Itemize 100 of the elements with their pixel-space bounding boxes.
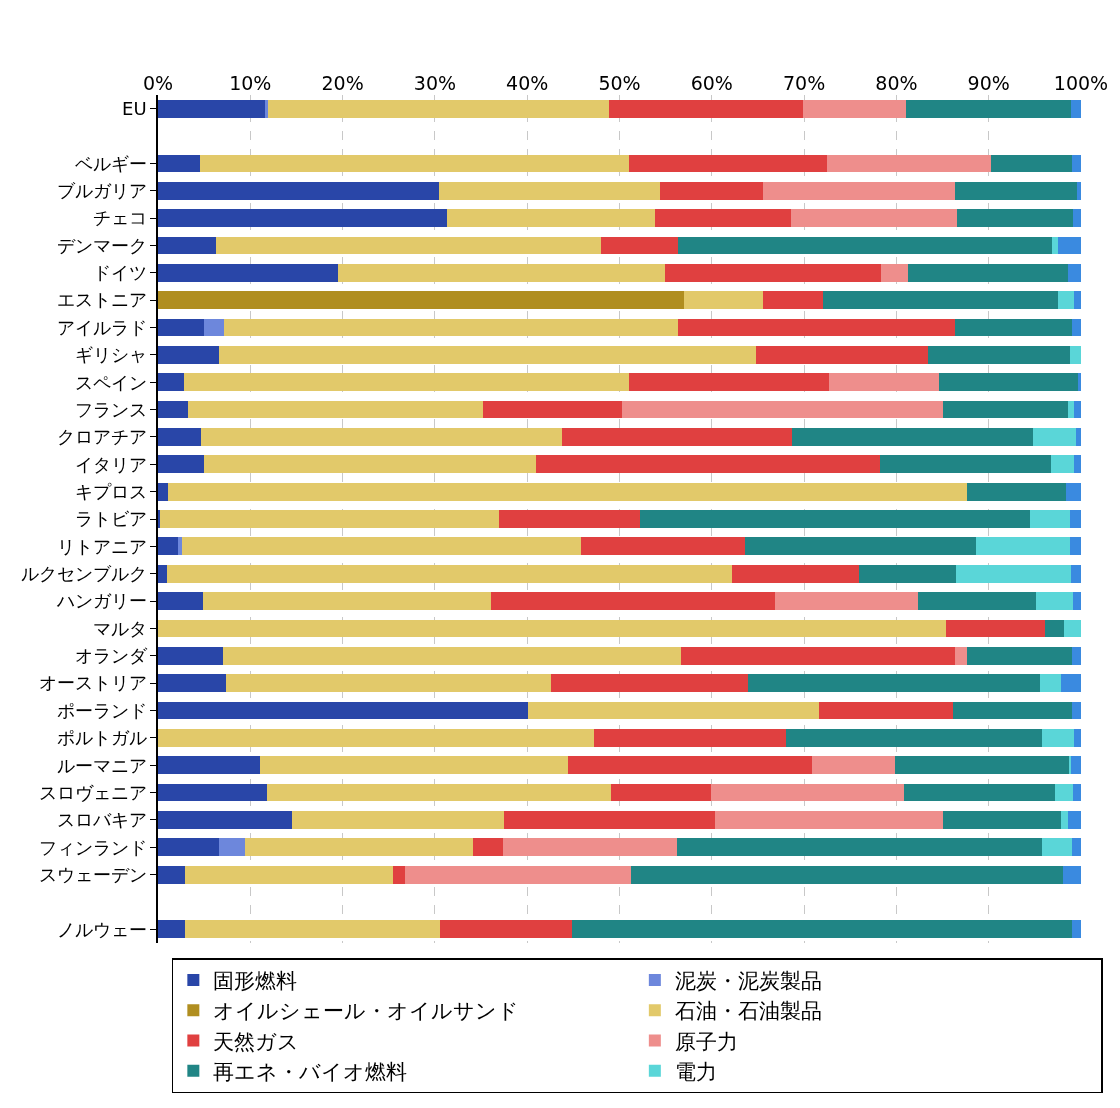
bar xyxy=(954,181,1078,200)
bar xyxy=(218,838,245,857)
bar xyxy=(200,154,629,173)
legend-label: 石油・石油製品 xyxy=(674,999,822,1024)
bar xyxy=(1073,400,1081,419)
bar xyxy=(158,811,292,829)
legend-label: 泥炭・泥炭製品 xyxy=(674,969,822,994)
bar xyxy=(1071,920,1081,939)
bar xyxy=(894,756,1069,775)
bar xyxy=(158,674,227,693)
bar xyxy=(593,728,786,747)
bar xyxy=(1033,428,1077,446)
bar xyxy=(880,263,909,282)
bar xyxy=(1066,482,1081,501)
bar xyxy=(954,646,967,665)
x-tick-label: 30% xyxy=(413,72,457,95)
bar xyxy=(785,728,1043,747)
bar xyxy=(1073,728,1081,747)
bar xyxy=(218,345,757,364)
bar xyxy=(1069,345,1081,364)
bar xyxy=(158,373,184,392)
y-tick-label: イタリア xyxy=(74,453,147,475)
bar xyxy=(927,345,1070,364)
bar xyxy=(1071,318,1081,337)
bar xyxy=(572,920,1072,939)
y-tick-label: ポルトガル xyxy=(56,727,147,749)
y-tick-label: デンマーク xyxy=(56,234,147,256)
bar xyxy=(178,537,182,556)
bar xyxy=(158,154,201,173)
bar xyxy=(159,510,499,528)
bar xyxy=(762,291,824,310)
bar xyxy=(791,209,958,227)
bar xyxy=(715,811,943,829)
bar xyxy=(265,99,268,118)
bar xyxy=(676,838,1043,857)
bar xyxy=(1072,783,1081,802)
bar xyxy=(1071,154,1081,173)
y-tick-label: アイルラド xyxy=(56,316,147,338)
bar xyxy=(827,154,992,173)
bar xyxy=(774,592,918,610)
x-tick-label: 60% xyxy=(690,72,733,95)
bar xyxy=(917,592,1036,610)
bar xyxy=(184,865,394,884)
bar xyxy=(1077,181,1081,200)
bar xyxy=(337,263,665,282)
legend-label: 天然ガス xyxy=(213,1029,300,1054)
x-tick-label: 70% xyxy=(782,72,826,95)
bar xyxy=(991,154,1072,173)
bar xyxy=(1070,99,1081,118)
y-tick-label: スウェーデン xyxy=(38,863,147,885)
bar xyxy=(535,455,880,474)
y-tick-label: チェコ xyxy=(92,207,147,229)
bar xyxy=(905,99,1071,118)
bar xyxy=(1072,209,1081,227)
y-tick-label: マルタ xyxy=(92,617,147,639)
bar xyxy=(158,482,169,501)
x-tick-label: 90% xyxy=(967,72,1010,95)
x-tick-label: 50% xyxy=(598,72,641,95)
bar xyxy=(818,701,953,720)
y-tick-label: ノルウェー xyxy=(56,918,147,940)
legend-label: 固形燃料 xyxy=(213,969,298,994)
bar xyxy=(975,537,1070,556)
y-tick-label: ポーランド xyxy=(56,699,147,721)
bar xyxy=(1070,756,1081,775)
bar xyxy=(1030,510,1070,528)
bar xyxy=(1068,263,1081,282)
bar xyxy=(504,811,716,829)
bar xyxy=(660,181,763,200)
bar xyxy=(664,263,881,282)
bar xyxy=(946,619,1045,638)
bar xyxy=(1076,428,1081,446)
bar xyxy=(792,428,1033,446)
bar xyxy=(938,373,1079,392)
bar xyxy=(710,783,904,802)
bar xyxy=(1052,236,1058,255)
bar xyxy=(803,99,906,118)
y-tick-label: スペイン xyxy=(74,371,147,393)
bar xyxy=(967,482,1067,501)
bar xyxy=(1070,564,1081,583)
bar xyxy=(503,838,677,857)
bar xyxy=(158,646,223,665)
x-tick-label: 20% xyxy=(321,72,364,95)
bar xyxy=(446,209,655,227)
bar xyxy=(681,646,955,665)
bar xyxy=(747,674,1041,693)
bar xyxy=(903,783,1056,802)
bar xyxy=(1063,865,1081,884)
bar xyxy=(677,318,956,337)
bar xyxy=(1060,811,1069,829)
legend-label: オイルシェール・オイルサンド xyxy=(213,999,520,1024)
y-tick-label: ベルギー xyxy=(74,152,147,174)
x-tick-label: 10% xyxy=(229,72,272,95)
y-tick-label: スロヴェニア xyxy=(38,781,147,803)
bar xyxy=(580,537,746,556)
bar xyxy=(204,318,225,337)
bar xyxy=(266,783,612,802)
y-tick-label: ブルガリア xyxy=(56,180,147,202)
y-tick-label: ルーマニア xyxy=(56,754,147,776)
bar xyxy=(291,811,505,829)
bar xyxy=(224,318,678,337)
